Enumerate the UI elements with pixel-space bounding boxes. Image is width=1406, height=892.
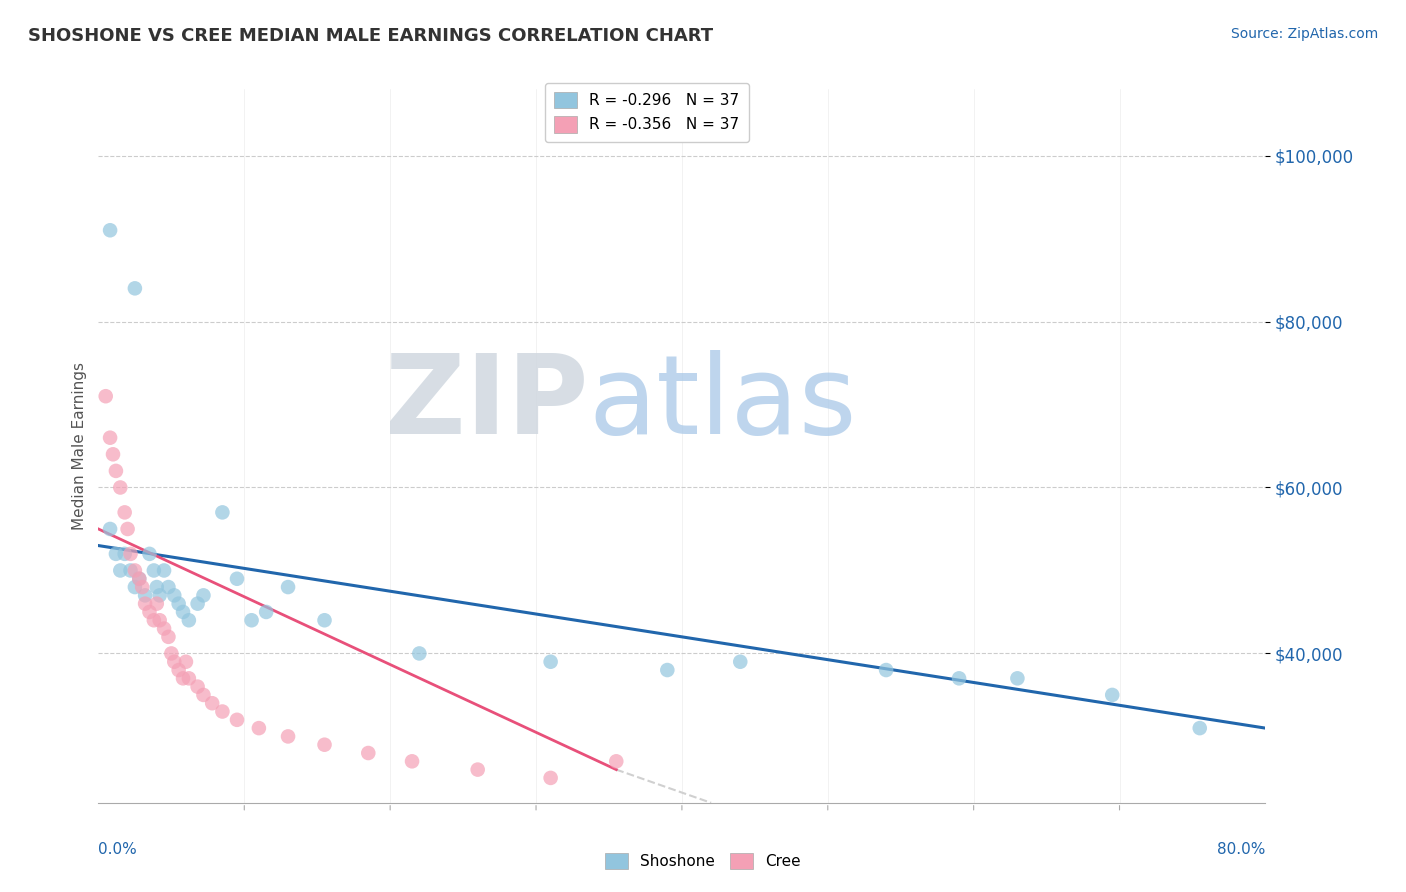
Point	[146, 597, 169, 611]
Point	[226, 572, 249, 586]
Point	[277, 730, 299, 744]
Point	[114, 505, 136, 519]
Point	[254, 605, 277, 619]
Point	[226, 713, 249, 727]
Point	[124, 281, 146, 295]
Point	[146, 580, 169, 594]
Point	[240, 613, 263, 627]
Point	[94, 389, 117, 403]
Point	[142, 613, 165, 627]
Point	[211, 505, 233, 519]
Point	[172, 671, 194, 685]
Point	[314, 738, 336, 752]
Point	[153, 564, 176, 578]
Point	[157, 630, 180, 644]
Text: SHOSHONE VS CREE MEDIAN MALE EARNINGS CORRELATION CHART: SHOSHONE VS CREE MEDIAN MALE EARNINGS CO…	[28, 27, 713, 45]
Point	[657, 663, 679, 677]
Point	[875, 663, 897, 677]
Point	[277, 580, 299, 594]
Point	[98, 223, 121, 237]
Point	[193, 688, 215, 702]
Point	[134, 588, 156, 602]
Text: atlas: atlas	[589, 350, 858, 457]
Point	[187, 597, 209, 611]
Point	[131, 580, 153, 594]
Point	[177, 613, 200, 627]
Point	[314, 613, 336, 627]
Text: 80.0%: 80.0%	[1218, 842, 1265, 857]
Point	[138, 547, 160, 561]
Text: Source: ZipAtlas.com: Source: ZipAtlas.com	[1230, 27, 1378, 41]
Y-axis label: Median Male Earnings: Median Male Earnings	[72, 362, 87, 530]
Point	[174, 655, 197, 669]
Point	[467, 763, 489, 777]
Point	[128, 572, 150, 586]
Point	[167, 597, 190, 611]
Point	[149, 613, 172, 627]
Point	[948, 671, 970, 685]
Point	[163, 588, 186, 602]
Point	[1101, 688, 1123, 702]
Point	[98, 431, 121, 445]
Point	[153, 622, 176, 636]
Point	[157, 580, 180, 594]
Point	[357, 746, 380, 760]
Point	[134, 597, 156, 611]
Point	[104, 547, 127, 561]
Point	[98, 522, 121, 536]
Point	[730, 655, 752, 669]
Point	[193, 588, 215, 602]
Point	[167, 663, 190, 677]
Point	[177, 671, 200, 685]
Text: 0.0%: 0.0%	[98, 842, 138, 857]
Point	[138, 605, 160, 619]
Point	[160, 647, 183, 661]
Text: ZIP: ZIP	[385, 350, 589, 457]
Point	[128, 572, 150, 586]
Point	[1188, 721, 1211, 735]
Legend: R = -0.296   N = 37, R = -0.356   N = 37: R = -0.296 N = 37, R = -0.356 N = 37	[546, 83, 749, 142]
Point	[408, 647, 430, 661]
Legend: Shoshone, Cree: Shoshone, Cree	[599, 847, 807, 875]
Point	[110, 564, 132, 578]
Point	[124, 564, 146, 578]
Point	[211, 705, 233, 719]
Point	[201, 696, 224, 710]
Point	[540, 655, 562, 669]
Point	[172, 605, 194, 619]
Point	[149, 588, 172, 602]
Point	[540, 771, 562, 785]
Point	[187, 680, 209, 694]
Point	[114, 547, 136, 561]
Point	[247, 721, 270, 735]
Point	[101, 447, 124, 461]
Point	[1007, 671, 1029, 685]
Point	[104, 464, 127, 478]
Point	[163, 655, 186, 669]
Point	[110, 481, 132, 495]
Point	[124, 580, 146, 594]
Point	[117, 522, 139, 536]
Point	[142, 564, 165, 578]
Point	[605, 754, 627, 768]
Point	[401, 754, 423, 768]
Point	[120, 564, 142, 578]
Point	[120, 547, 142, 561]
